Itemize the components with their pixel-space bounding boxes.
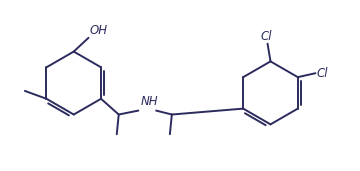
Text: OH: OH <box>90 24 108 37</box>
Text: NH: NH <box>140 95 158 108</box>
Text: Cl: Cl <box>316 67 328 80</box>
Text: Cl: Cl <box>261 30 272 43</box>
